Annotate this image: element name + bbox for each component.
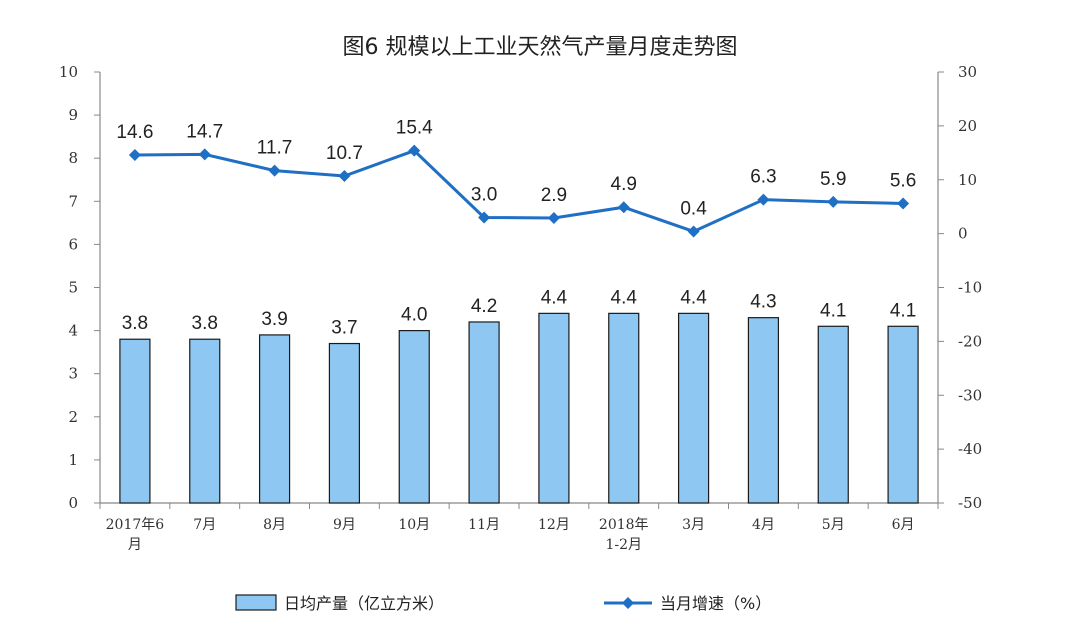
x-tick-label: 12月 [538, 517, 570, 533]
right-tick-label: -30 [958, 386, 982, 404]
x-tick-label: 11月 [468, 517, 500, 533]
right-tick-label: 10 [958, 171, 977, 189]
bar-value-label: 3.8 [122, 313, 148, 334]
left-tick-label: 3 [68, 365, 78, 383]
bar-series [119, 312, 919, 504]
bar-value-label: 4.1 [820, 300, 846, 321]
left-tick-label: 6 [68, 235, 78, 253]
left-tick-label: 4 [68, 322, 78, 340]
right-tick-label: 0 [958, 225, 968, 243]
left-tick-label: 0 [68, 494, 78, 512]
bar [747, 317, 780, 504]
x-tick-label: 9月 [333, 517, 356, 533]
x-tick-label: 2017年6 [106, 517, 165, 533]
growth-point [687, 225, 700, 238]
legend-line-label: 当月增速（%） [660, 594, 771, 613]
x-tick-label: 10月 [398, 517, 430, 533]
x-tick-label: 月 [128, 537, 142, 553]
bar-value-label: 3.7 [331, 318, 357, 339]
right-tick-label: -10 [958, 279, 982, 297]
x-tick-label: 7月 [193, 517, 216, 533]
bar-value-label: 4.4 [680, 287, 707, 308]
right-tick-label: 30 [958, 63, 977, 81]
line-value-label: 3.0 [471, 184, 497, 205]
x-tick-label: 3月 [682, 517, 705, 533]
line-value-label: 14.6 [116, 122, 153, 143]
left-tick-label: 1 [68, 451, 78, 469]
left-tick-label: 7 [68, 192, 78, 210]
right-tick-label: -50 [958, 494, 982, 512]
line-value-label: 15.4 [396, 118, 433, 139]
line-value-label: 2.9 [541, 185, 567, 206]
bar-value-label: 4.0 [401, 305, 427, 326]
growth-point [408, 144, 421, 157]
bar [538, 312, 570, 504]
growth-point [198, 148, 211, 161]
left-tick-label: 8 [68, 149, 78, 167]
left-tick-label: 2 [68, 408, 78, 426]
line-value-label: 5.6 [890, 170, 916, 191]
line-value-label: 14.7 [186, 121, 223, 142]
chart-title: 图6 规模以上工业天然气产量月度走势图 [343, 35, 738, 60]
bar [328, 342, 361, 504]
bar [119, 338, 151, 504]
line-value-label: 0.4 [680, 198, 707, 219]
growth-line [134, 148, 904, 234]
growth-point [827, 195, 840, 208]
legend-bar-swatch [235, 594, 277, 611]
bar-value-label: 4.1 [890, 300, 916, 321]
growth-point [338, 169, 351, 182]
growth-point [757, 193, 770, 206]
growth-point [268, 164, 281, 177]
legend-line-marker [622, 597, 634, 609]
growth-point [897, 197, 910, 210]
left-tick-label: 10 [59, 63, 78, 81]
x-tick-label: 5月 [822, 517, 845, 533]
bar-value-label: 3.9 [261, 309, 287, 330]
right-tick-label: -20 [958, 332, 982, 350]
line-value-label: 11.7 [257, 138, 293, 159]
bar [468, 321, 500, 504]
x-tick-label: 2018年 [599, 517, 649, 533]
x-tick-label: 6月 [892, 517, 915, 533]
growth-point [617, 201, 630, 214]
x-tick-label: 4月 [752, 517, 775, 533]
bar-value-label: 3.8 [192, 313, 218, 334]
bar [608, 312, 640, 504]
line-value-label: 6.3 [750, 167, 776, 188]
bar [887, 325, 919, 504]
line-value-label: 5.9 [820, 169, 846, 190]
line-value-label: 10.7 [326, 143, 363, 164]
bar-value-label: 4.2 [471, 296, 497, 317]
legend: 日均产量（亿立方米） 当月增速（%） [235, 594, 771, 613]
left-tick-label: 5 [68, 279, 78, 297]
bar [677, 312, 710, 504]
growth-point [128, 148, 141, 161]
line-value-label: 4.9 [611, 174, 637, 195]
bar [189, 338, 221, 504]
data-labels: 3.8 3.8 3.9 3.7 4.0 4.2 4.4 4.4 4.4 4.3 4.1 4.1 14.6… [116, 118, 916, 339]
axes: 0 1 2 3 4 5 6 7 8 9 10 -50 -40 -30 -20 -10 0 10 20 30 2017年6… [59, 63, 982, 553]
bar [398, 330, 430, 504]
x-tick-label: 1-2月 [605, 537, 642, 553]
bar-value-label: 4.3 [750, 292, 776, 313]
x-tick-label: 8月 [263, 517, 286, 533]
bar-value-label: 4.4 [611, 287, 638, 308]
bar-value-label: 4.4 [541, 287, 568, 308]
right-tick-label: 20 [958, 117, 977, 135]
bar [817, 325, 849, 504]
line-series [128, 144, 910, 238]
left-tick-label: 9 [68, 106, 78, 124]
growth-point [478, 211, 491, 224]
growth-point [547, 212, 560, 225]
legend-bar-label: 日均产量（亿立方米） [284, 594, 444, 613]
bar [258, 334, 291, 504]
right-tick-label: -40 [958, 440, 982, 458]
